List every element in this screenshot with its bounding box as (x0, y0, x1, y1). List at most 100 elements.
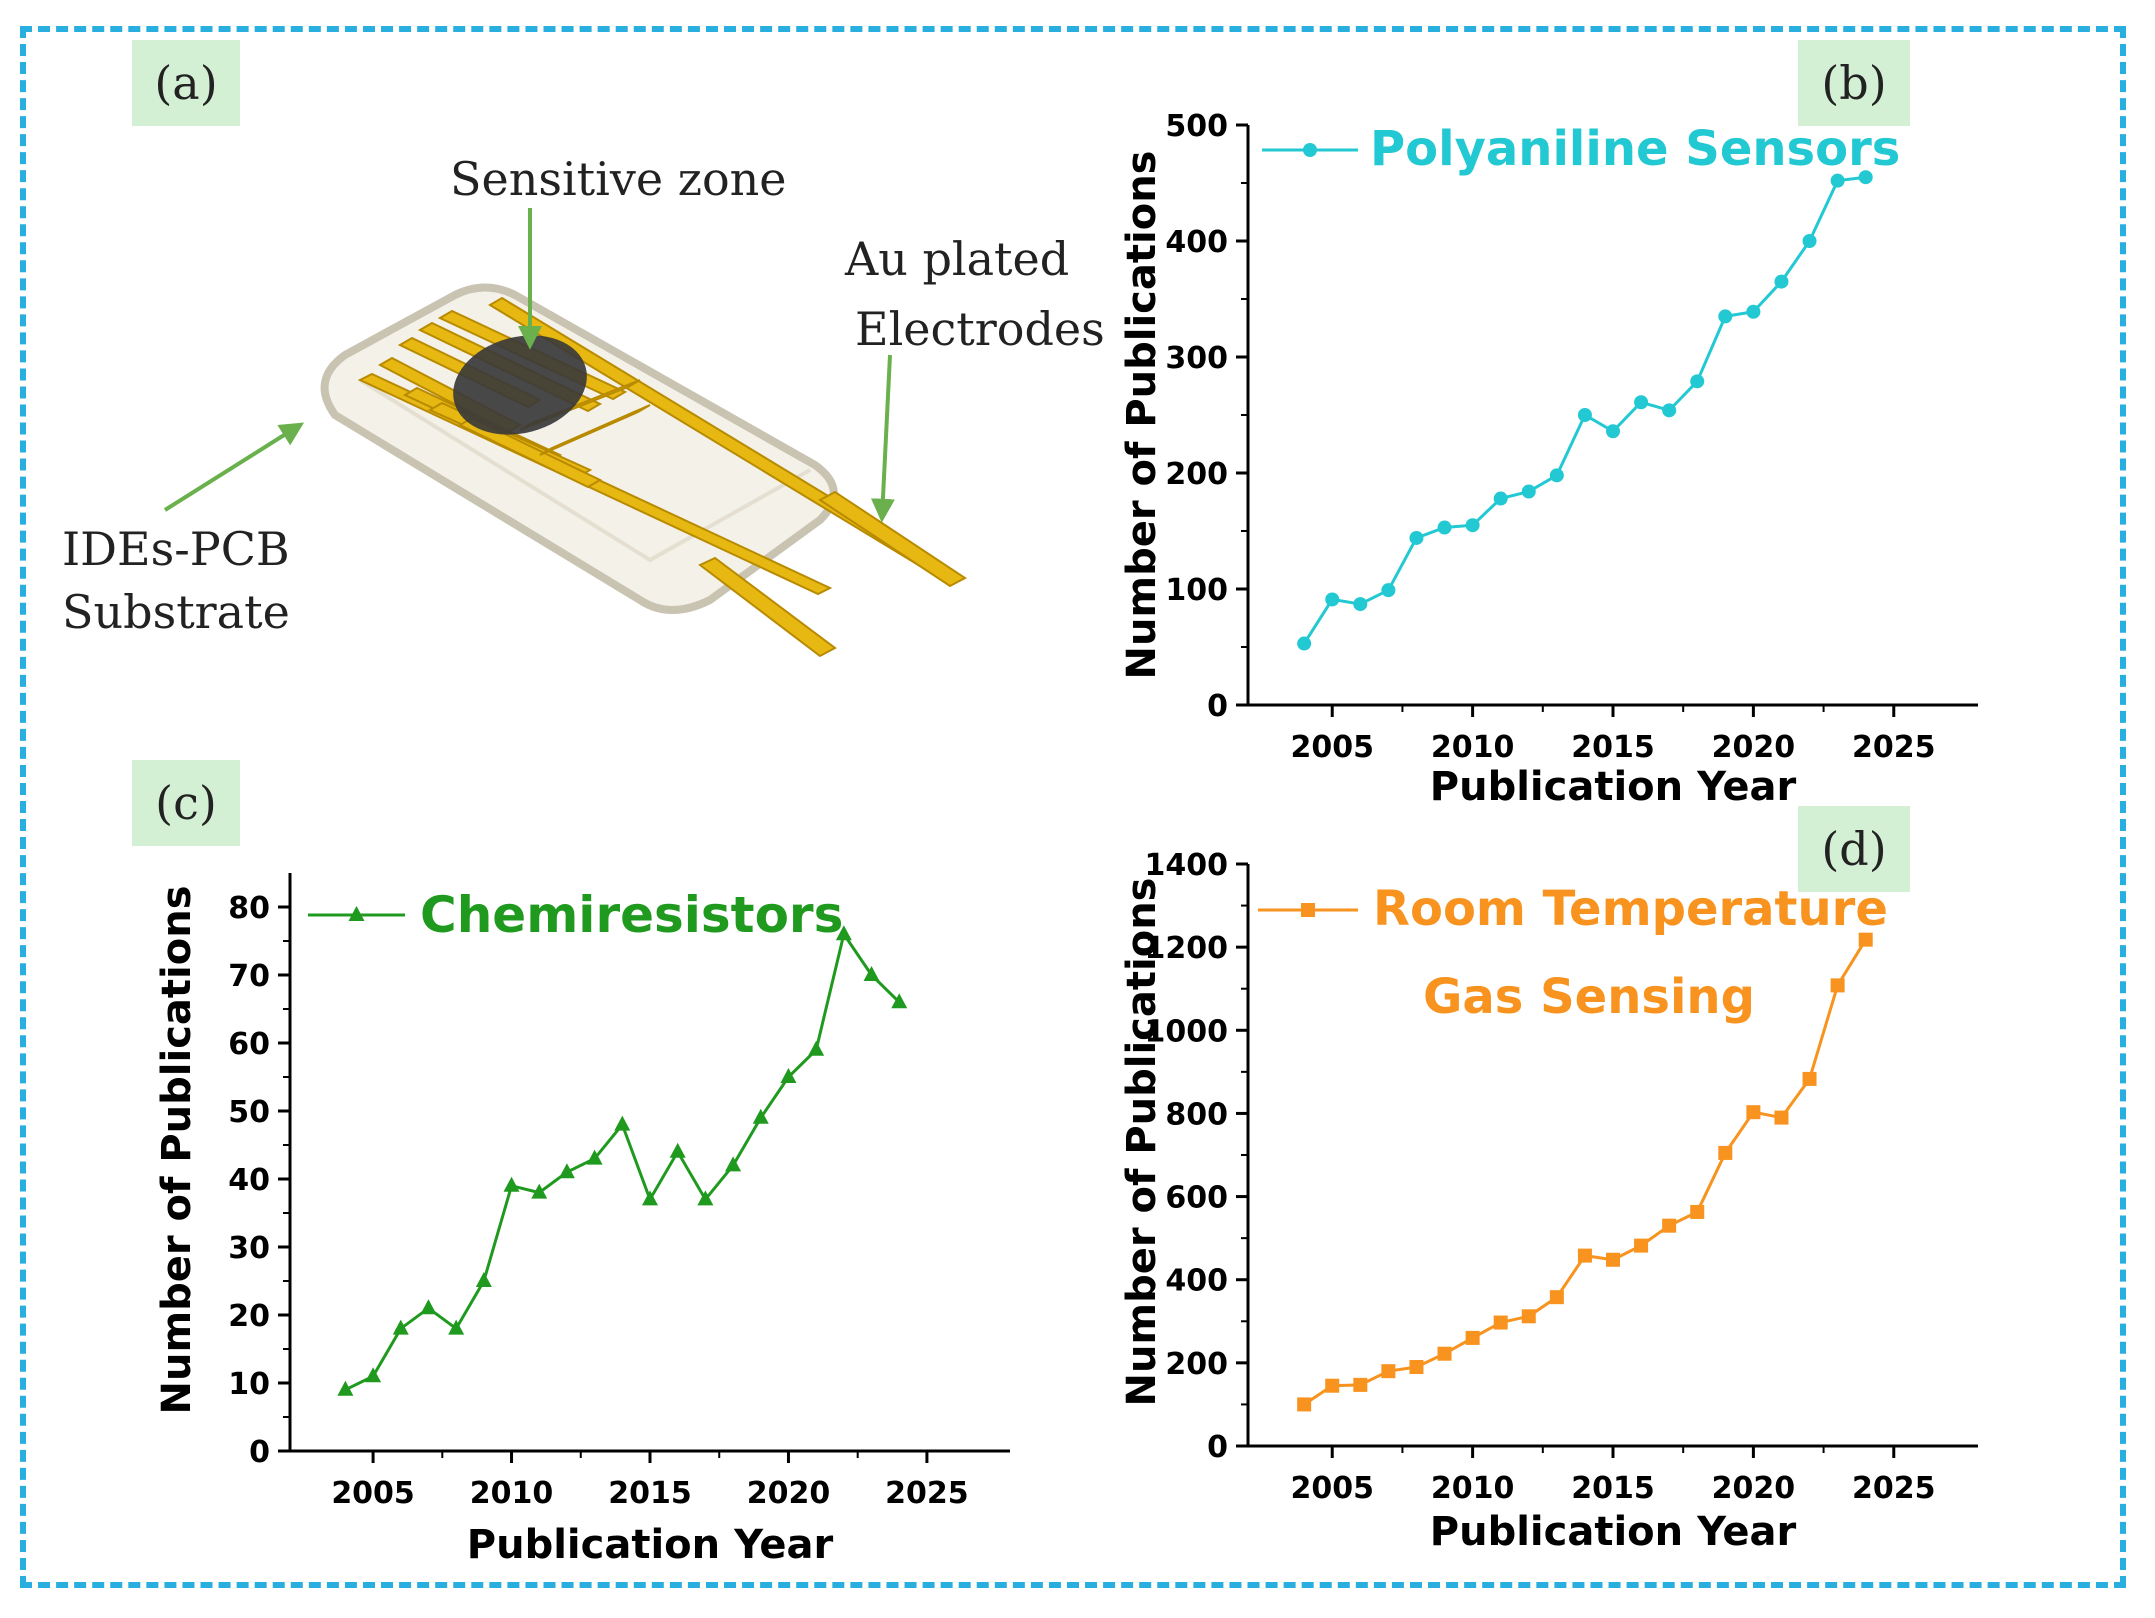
data-point-d (1549, 1290, 1564, 1305)
data-point-d (1465, 1330, 1480, 1345)
data-point-b (1465, 518, 1480, 533)
data-point-c (697, 1190, 714, 1206)
data-point-b (1521, 484, 1536, 499)
label-electrodes: Electrodes (855, 302, 1105, 356)
x-tick-label-c: 2025 (885, 1476, 969, 1511)
x-axis-label-b: Publication Year (1430, 764, 1797, 810)
data-point-d (1297, 1397, 1312, 1412)
data-point-b (1634, 395, 1649, 410)
y-tick-label-c: 20 (228, 1299, 270, 1334)
x-tick-label-d: 2015 (1571, 1471, 1655, 1506)
y-tick-label-d: 0 (1207, 1430, 1228, 1465)
x-axis-label-c: Publication Year (467, 1522, 834, 1568)
data-point-b (1325, 592, 1340, 607)
data-point-c (365, 1367, 382, 1383)
label-sensitive-zone: Sensitive zone (450, 152, 787, 206)
data-point-b (1718, 309, 1733, 324)
y-tick-label-b: 400 (1165, 225, 1228, 260)
data-point-c (669, 1142, 686, 1158)
data-point-b (1746, 304, 1761, 319)
y-tick-label-b: 0 (1207, 689, 1228, 724)
data-point-b (1858, 170, 1873, 185)
x-tick-label-d: 2005 (1290, 1471, 1374, 1506)
y-axis-label-c: Number of Publications (154, 885, 200, 1414)
legend-text-b: Polyaniline Sensors (1370, 121, 1900, 177)
electrode-lead-left (698, 556, 837, 658)
data-point-b (1690, 374, 1705, 389)
data-point-b (1802, 234, 1817, 248)
x-tick-label-d: 2025 (1852, 1471, 1936, 1506)
data-point-c (752, 1108, 769, 1124)
data-point-d (1325, 1378, 1340, 1393)
y-tick-label-c: 80 (228, 891, 270, 926)
label-ides-pcb: IDEs-PCB (62, 522, 290, 576)
data-point-c (392, 1319, 409, 1335)
x-tick-label-b: 2015 (1571, 730, 1655, 765)
x-tick-label-b: 2020 (1712, 730, 1796, 765)
figure-frame (20, 26, 2126, 1588)
x-tick-label-c: 2015 (608, 1476, 692, 1511)
data-point-d (1718, 1145, 1733, 1160)
x-tick-label-c: 2020 (747, 1476, 831, 1511)
data-point-d (1381, 1364, 1396, 1379)
data-point-d (1746, 1105, 1761, 1120)
y-tick-label-c: 50 (228, 1095, 270, 1130)
panel-tag-d: (d) (1798, 806, 1910, 892)
y-tick-label-b: 500 (1165, 109, 1228, 144)
data-point-d (1858, 932, 1873, 947)
data-point-d (1409, 1360, 1424, 1375)
data-point-b (1409, 530, 1424, 545)
electrode-lead-right (818, 490, 967, 588)
data-point-c (891, 993, 908, 1009)
data-point-d (1830, 978, 1845, 993)
y-tick-label-c: 40 (228, 1163, 270, 1198)
y-tick-label-c: 0 (249, 1435, 270, 1470)
data-point-b (1774, 274, 1789, 289)
data-point-c (420, 1299, 437, 1315)
data-point-b (1353, 597, 1368, 612)
x-tick-label-d: 2020 (1712, 1471, 1796, 1506)
y-tick-label-b: 300 (1165, 341, 1228, 376)
data-point-d (1521, 1309, 1536, 1324)
x-axis-label-d: Publication Year (1430, 1509, 1797, 1555)
data-point-b (1577, 408, 1592, 422)
y-tick-label-d: 1000 (1145, 1014, 1229, 1049)
data-point-c (531, 1183, 548, 1199)
data-point-b (1662, 403, 1677, 418)
x-tick-label-b: 2010 (1431, 730, 1515, 765)
panel-tag-a: (a) (132, 40, 240, 126)
data-point-c (448, 1319, 465, 1335)
data-point-c (337, 1380, 354, 1396)
data-point-d (1662, 1218, 1677, 1233)
data-point-d (1577, 1248, 1592, 1263)
data-point-d (1634, 1238, 1649, 1253)
panel-tag-c: (c) (132, 760, 240, 846)
y-tick-label-b: 200 (1165, 457, 1228, 492)
y-tick-label-c: 70 (228, 959, 270, 994)
data-point-c (475, 1272, 492, 1287)
data-point-c (780, 1068, 797, 1083)
data-point-b (1437, 520, 1452, 535)
sensitive-film (453, 335, 587, 435)
data-point-b (1549, 468, 1564, 483)
data-point-c (614, 1115, 631, 1131)
data-point-c (586, 1149, 603, 1165)
data-point-b (1606, 424, 1620, 439)
data-point-c (725, 1156, 742, 1172)
legend-marker-c (348, 906, 365, 921)
arrow-electrodes (870, 354, 895, 523)
data-point-c (503, 1176, 520, 1192)
legend-marker-d (1301, 903, 1315, 917)
y-tick-label-d: 800 (1165, 1097, 1228, 1132)
data-point-d (1606, 1252, 1620, 1267)
x-tick-label-d: 2010 (1431, 1471, 1515, 1506)
data-point-b (1297, 636, 1312, 651)
legend-text-d: Gas Sensing (1423, 969, 1755, 1025)
y-tick-label-d: 600 (1165, 1181, 1228, 1216)
y-tick-label-d: 1200 (1145, 931, 1229, 966)
data-point-c (863, 966, 880, 981)
data-point-c (558, 1163, 575, 1179)
data-point-c (835, 925, 852, 941)
